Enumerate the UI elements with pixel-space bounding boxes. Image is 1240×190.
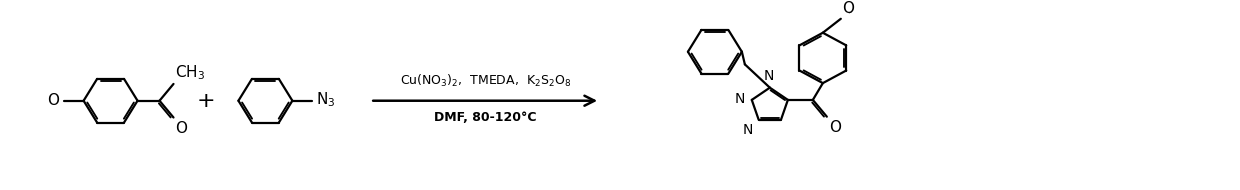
Text: DMF, 80-120°C: DMF, 80-120°C [434, 111, 537, 124]
Text: N: N [743, 123, 753, 136]
Text: O: O [175, 121, 187, 136]
Text: O: O [828, 120, 841, 135]
Text: +: + [196, 91, 215, 111]
Text: N: N [734, 92, 745, 106]
Text: CH$_3$: CH$_3$ [175, 63, 205, 82]
Text: O: O [842, 2, 854, 17]
Text: N$_3$: N$_3$ [316, 90, 336, 109]
Text: O: O [47, 93, 58, 108]
Text: N: N [764, 69, 774, 83]
Text: Cu(NO$_3$)$_2$,  TMEDA,  K$_2$S$_2$O$_8$: Cu(NO$_3$)$_2$, TMEDA, K$_2$S$_2$O$_8$ [399, 73, 570, 89]
